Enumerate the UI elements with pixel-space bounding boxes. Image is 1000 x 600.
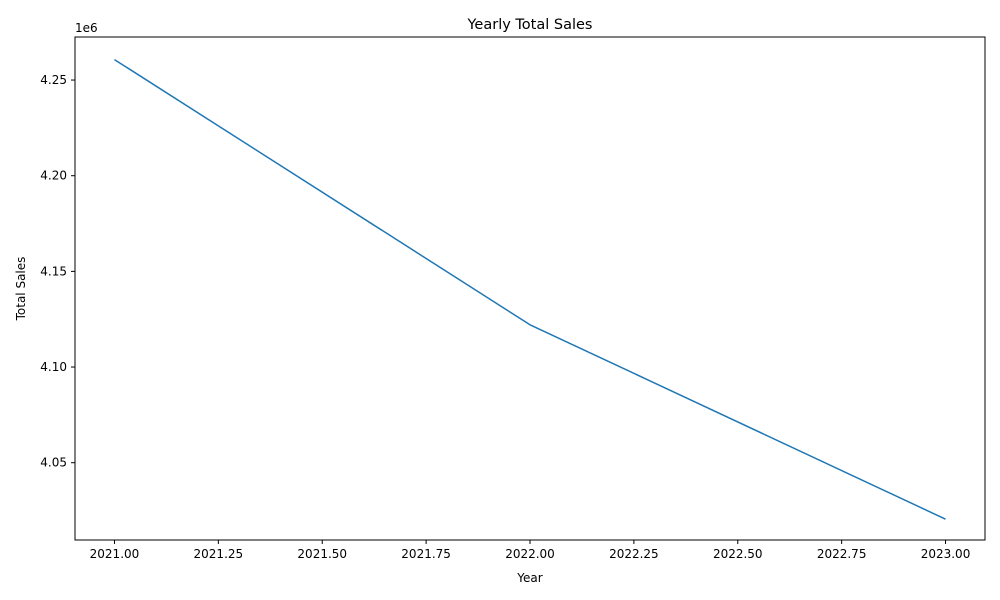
x-axis-ticks: 2021.00 2021.25 2021.50 2021.75 2022.00 2022.…: [90, 540, 971, 561]
x-tick-label: 2021.00: [90, 547, 140, 561]
x-tick-label: 2022.00: [505, 547, 555, 561]
series-line: [114, 58, 946, 520]
x-tick-label: 2022.50: [713, 547, 763, 561]
plot-frame: [74, 36, 986, 541]
y-axis-label: Total Sales: [14, 257, 28, 322]
x-tick-label: 2021.25: [194, 547, 244, 561]
x-tick-label: 2023.00: [921, 547, 971, 561]
y-tick-label: 4.15: [40, 264, 67, 278]
x-tick-label: 2022.25: [609, 547, 659, 561]
x-tick-label: 2022.75: [817, 547, 867, 561]
chart-title: Yearly Total Sales: [467, 17, 593, 33]
y-axis-offset-label: 1e6: [75, 21, 98, 35]
y-tick-label: 4.20: [40, 169, 67, 183]
y-axis-ticks: 4.05 4.10 4.15 4.20 4.25: [40, 73, 75, 470]
x-axis-label: Year: [516, 571, 542, 585]
y-tick-label: 4.10: [40, 360, 67, 374]
series-layer: [114, 58, 946, 520]
y-tick-label: 4.25: [40, 73, 67, 87]
x-tick-label: 2021.75: [401, 547, 451, 561]
y-tick-label: 4.05: [40, 456, 67, 470]
plot-area: [75, 37, 985, 540]
x-tick-label: 2021.50: [297, 547, 347, 561]
